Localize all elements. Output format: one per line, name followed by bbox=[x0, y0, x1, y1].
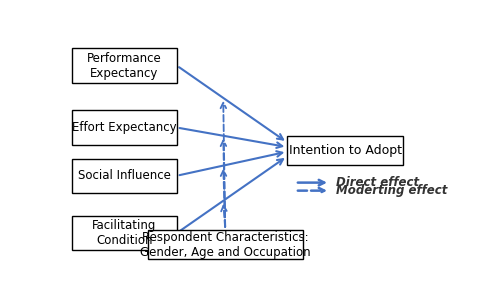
Text: Performance
Expectancy: Performance Expectancy bbox=[87, 52, 162, 80]
FancyBboxPatch shape bbox=[148, 230, 303, 260]
Text: Social Influence: Social Influence bbox=[78, 169, 171, 182]
Text: Respondent Characteristics:
Gender, Age and Occupation: Respondent Characteristics: Gender, Age … bbox=[140, 231, 310, 259]
FancyBboxPatch shape bbox=[72, 110, 177, 145]
Text: Intention to Adopt: Intention to Adopt bbox=[289, 144, 402, 157]
Text: Facilitating
Condition: Facilitating Condition bbox=[92, 219, 156, 247]
Text: Effort Expectancy: Effort Expectancy bbox=[72, 121, 177, 134]
FancyBboxPatch shape bbox=[287, 136, 404, 165]
Text: Direct effect: Direct effect bbox=[336, 176, 419, 189]
FancyBboxPatch shape bbox=[72, 159, 177, 193]
FancyBboxPatch shape bbox=[72, 216, 177, 250]
FancyBboxPatch shape bbox=[72, 48, 177, 83]
Text: Moderting effect: Moderting effect bbox=[336, 184, 447, 197]
